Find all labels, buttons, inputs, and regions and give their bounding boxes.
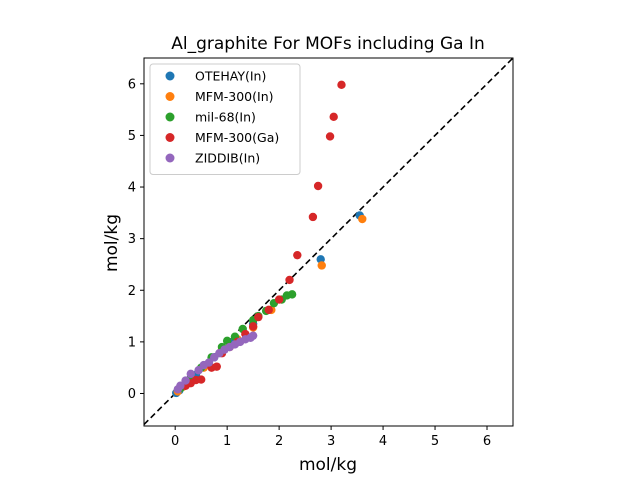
legend-label: MFM-300(In)	[195, 89, 274, 104]
data-point-ziddib-in	[181, 376, 190, 385]
x-tick-label: 5	[431, 434, 439, 449]
data-point-ziddib-in	[204, 358, 214, 367]
data-point-ziddib-in	[186, 369, 195, 379]
data-point-mfm-300-ga	[329, 112, 338, 122]
data-point-mfm-300-ga	[264, 305, 273, 315]
data-point-mfm-300-in	[317, 261, 326, 270]
data-point-mfm-300-ga	[285, 275, 294, 285]
y-tick-label: 5	[128, 129, 136, 144]
data-point-ziddib-in	[248, 331, 258, 340]
y-axis-label: mol/kg	[102, 214, 122, 272]
data-point-mfm-300-ga	[313, 181, 323, 191]
data-point-mfm-300-ga	[337, 80, 346, 90]
legend-marker	[165, 71, 175, 81]
y-tick-label: 4	[128, 181, 136, 196]
y-tick-label: 6	[128, 77, 136, 92]
x-tick-label: 1	[223, 434, 231, 449]
legend-label: ZIDDIB(In)	[195, 151, 260, 166]
chart-title: Al_graphite For MOFs including Ga In	[171, 34, 485, 54]
x-tick-label: 4	[379, 434, 387, 449]
data-point-mfm-300-ga	[212, 362, 221, 371]
data-point-mfm-300-ga	[325, 132, 335, 141]
data-point-mfm-300-ga	[308, 212, 318, 222]
data-point-mfm-300-ga	[196, 375, 206, 384]
data-point-ziddib-in	[194, 366, 203, 375]
data-point-mfm-300-in	[358, 214, 367, 224]
legend-box	[149, 63, 301, 175]
x-tick-label: 6	[483, 434, 491, 449]
legend-label: mil-68(In)	[195, 110, 256, 125]
y-tick-label: 1	[128, 335, 136, 350]
y-tick-label: 0	[128, 387, 136, 402]
data-point-mfm-300-ga	[248, 322, 258, 331]
y-tick-label: 3	[128, 232, 136, 247]
data-point-otehay-in	[316, 255, 325, 264]
data-points	[172, 80, 367, 398]
legend-marker	[165, 112, 175, 122]
x-tick-label: 2	[275, 434, 283, 449]
x-axis-label: mol/kg	[299, 455, 357, 475]
legend-marker	[165, 153, 175, 163]
data-point-mfm-300-ga	[293, 250, 302, 260]
plot-frame	[143, 57, 514, 427]
legend: OTEHAY(In) MFM-300(In) mil-68(In) MFM-300(G…	[149, 63, 301, 175]
data-point-mfm-300-ga	[254, 312, 263, 322]
data-point-mfm-300-ga	[274, 295, 284, 304]
legend-marker	[165, 133, 175, 142]
y-tick-label: 2	[128, 284, 136, 299]
data-point-ziddib-in	[176, 381, 185, 390]
legend-label: OTEHAY(In)	[195, 69, 266, 84]
data-point-mil-68-in	[287, 290, 297, 299]
x-tick-label: 0	[171, 434, 179, 449]
legend-label: MFM-300(Ga)	[195, 130, 279, 145]
x-tick-label: 3	[327, 434, 335, 449]
plot-area: 0 1 2 3 4 5 6 0 1 2 3 4 5 6	[128, 57, 514, 449]
legend-marker	[165, 92, 175, 101]
